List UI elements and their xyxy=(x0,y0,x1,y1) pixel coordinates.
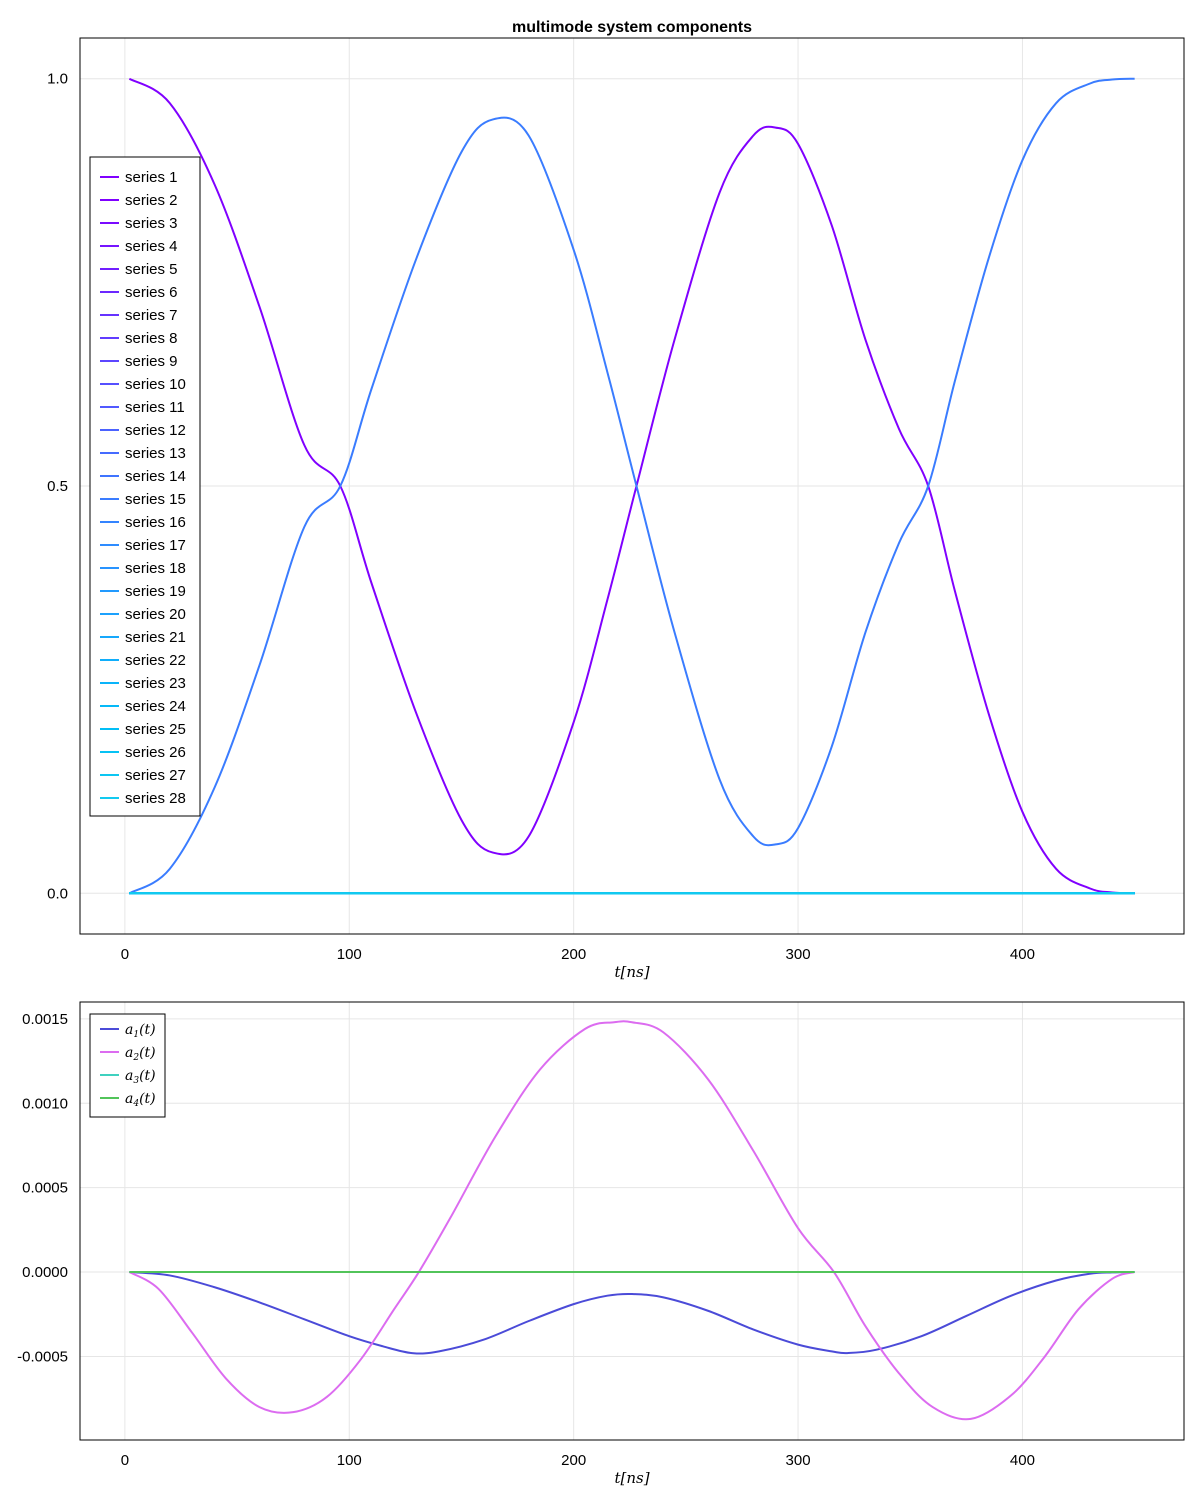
legend-label: series 12 xyxy=(125,422,186,439)
legend-label: series 19 xyxy=(125,583,186,600)
legend-label: series 15 xyxy=(125,491,186,508)
y-tick-label: 1.0 xyxy=(47,71,68,88)
legend-label: series 9 xyxy=(125,353,178,370)
legend-label: series 18 xyxy=(125,560,186,577)
y-tick-label: -0.0005 xyxy=(17,1348,68,1365)
legend: series 1 series 2 series 3 series 4 series 5… xyxy=(89,156,201,817)
legend-label: series 8 xyxy=(125,330,178,347)
legend-label: series 6 xyxy=(125,284,178,301)
legend-label: series 28 xyxy=(125,790,186,807)
legend-label: series 17 xyxy=(125,537,186,554)
legend-label: series 21 xyxy=(125,629,186,646)
legend-label: series 13 xyxy=(125,445,186,462)
legend-label: series 10 xyxy=(125,376,186,393)
y-tick-label: 0.0000 xyxy=(22,1264,68,1281)
x-tick-label: 400 xyxy=(1010,1452,1035,1469)
x-tick-label: 400 xyxy=(1010,946,1035,963)
legend-label: series 3 xyxy=(125,215,178,232)
x-tick-label: 300 xyxy=(786,1452,811,1469)
legend-label: series 26 xyxy=(125,744,186,761)
legend-label: series 25 xyxy=(125,721,186,738)
legend-label: series 16 xyxy=(125,514,186,531)
x-tick-label: 100 xyxy=(337,946,362,963)
x-axis-label: t[ns] xyxy=(614,963,649,981)
legend-label: series 24 xyxy=(125,698,186,715)
legend-label: series 2 xyxy=(125,192,178,209)
legend-label: a1(t) xyxy=(125,1022,156,1040)
series-line-15 xyxy=(128,77,1135,895)
legend-label: series 20 xyxy=(125,606,186,623)
bottom-plot-panel: 0 100 200 300 400 -0.0005 0.0000 0.0005 0.0010 0.… xyxy=(17,1001,1185,1487)
x-tick-label: 0 xyxy=(121,1452,129,1469)
series-line-1 xyxy=(129,1271,1135,1355)
chart-title: multimode system components xyxy=(512,19,752,36)
legend-label: series 27 xyxy=(125,767,186,784)
legend-label: series 1 xyxy=(125,169,178,186)
legend-label: series 14 xyxy=(125,468,186,485)
x-tick-label: 300 xyxy=(786,946,811,963)
x-tick-label: 200 xyxy=(561,1452,586,1469)
x-tick-label: 200 xyxy=(561,946,586,963)
y-tick-label: 0.5 xyxy=(47,478,68,495)
legend-label: series 4 xyxy=(125,238,178,255)
series-line-2 xyxy=(128,1020,1135,1421)
plot-frame xyxy=(79,1001,1185,1441)
x-axis-label: t[ns] xyxy=(614,1469,649,1487)
y-tick-label: 0.0 xyxy=(47,885,68,902)
x-tick-label: 0 xyxy=(121,946,129,963)
legend-label: series 5 xyxy=(125,261,178,278)
legend-label: series 22 xyxy=(125,652,186,669)
legend-box xyxy=(89,1013,166,1118)
legend-label: a3(t) xyxy=(125,1068,156,1086)
legend-label: series 7 xyxy=(125,307,178,324)
y-tick-label: 0.0010 xyxy=(22,1095,68,1112)
legend-label: series 11 xyxy=(125,399,185,416)
y-tick-label: 0.0015 xyxy=(22,1011,68,1028)
series-line-1 xyxy=(128,77,1135,895)
x-tick-label: 100 xyxy=(337,1452,362,1469)
legend-box xyxy=(89,156,201,817)
y-tick-label: 0.0005 xyxy=(22,1180,68,1197)
legend-label: a2(t) xyxy=(125,1045,156,1063)
legend: a1(t) a2(t) a3(t) a4(t) xyxy=(89,1013,166,1118)
plot-frame xyxy=(79,37,1185,935)
legend-label: a4(t) xyxy=(125,1091,156,1109)
legend-label: series 23 xyxy=(125,675,186,692)
